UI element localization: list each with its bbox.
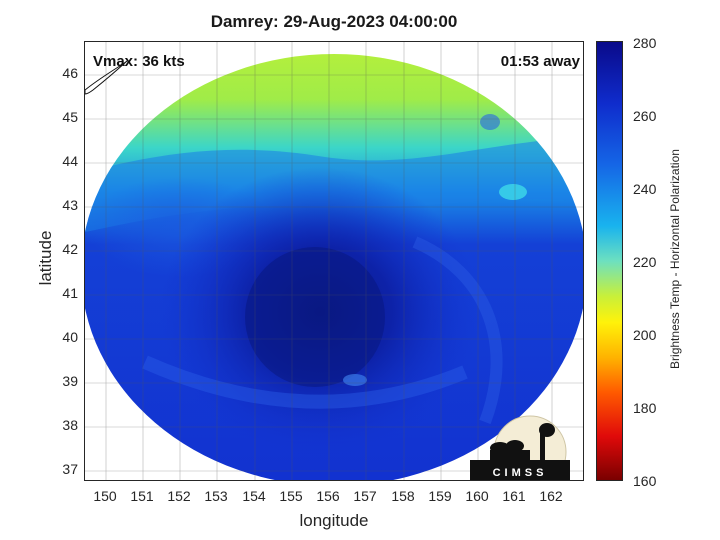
time-away-label: 01:53 away [500, 53, 580, 70]
x-tick-label: 160 [465, 488, 489, 504]
microwave-image-panel [84, 41, 584, 481]
y-tick-label: 39 [62, 373, 78, 389]
vmax-label: Vmax: 36 kts [93, 53, 185, 70]
colorbar-tick-label: 240 [633, 181, 657, 197]
y-tick-label: 44 [62, 153, 78, 169]
x-tick-label: 154 [242, 488, 266, 504]
colorbar-tick-label: 200 [633, 327, 657, 343]
x-tick-label: 151 [130, 488, 154, 504]
y-tick-label: 45 [62, 109, 78, 125]
x-tick-label: 152 [167, 488, 191, 504]
grid-lines [85, 42, 583, 480]
x-tick-label: 156 [316, 488, 340, 504]
y-tick-label: 40 [62, 329, 78, 345]
y-axis-label: latitude [36, 230, 55, 286]
y-tick-label: 38 [62, 417, 78, 433]
colorbar-tick-label: 180 [633, 400, 657, 416]
colorbar-label: Brightness Temp - Horizontal Polarizatio… [668, 149, 682, 369]
x-tick-label: 161 [502, 488, 526, 504]
colorbar-tick-label: 220 [633, 254, 657, 270]
y-tick-label: 37 [62, 461, 78, 477]
x-tick-label: 159 [428, 488, 452, 504]
colorbar-tick-label: 260 [633, 108, 657, 124]
coastline [85, 60, 128, 95]
y-tick-label: 43 [62, 197, 78, 213]
x-tick-label: 150 [93, 488, 117, 504]
y-tick-label: 42 [62, 241, 78, 257]
x-tick-label: 158 [391, 488, 415, 504]
y-tick-label: 46 [62, 65, 78, 81]
x-axis-label: longitude [299, 511, 369, 530]
logo-text: CIMSS [493, 467, 548, 479]
brightness-temp-map [85, 42, 583, 480]
plot-title: Damrey: 29-Aug-2023 04:00:00 [210, 12, 458, 31]
colorbar-tick-label: 280 [633, 35, 657, 51]
x-tick-label: 157 [353, 488, 377, 504]
colorbar-tick-label: 160 [633, 473, 657, 489]
x-tick-label: 162 [539, 488, 563, 504]
colorbar [596, 41, 623, 481]
swath-data [85, 54, 583, 480]
x-tick-label: 155 [279, 488, 303, 504]
y-tick-label: 41 [62, 285, 78, 301]
cimss-logo: CIMSS [470, 415, 570, 480]
x-tick-label: 153 [204, 488, 228, 504]
